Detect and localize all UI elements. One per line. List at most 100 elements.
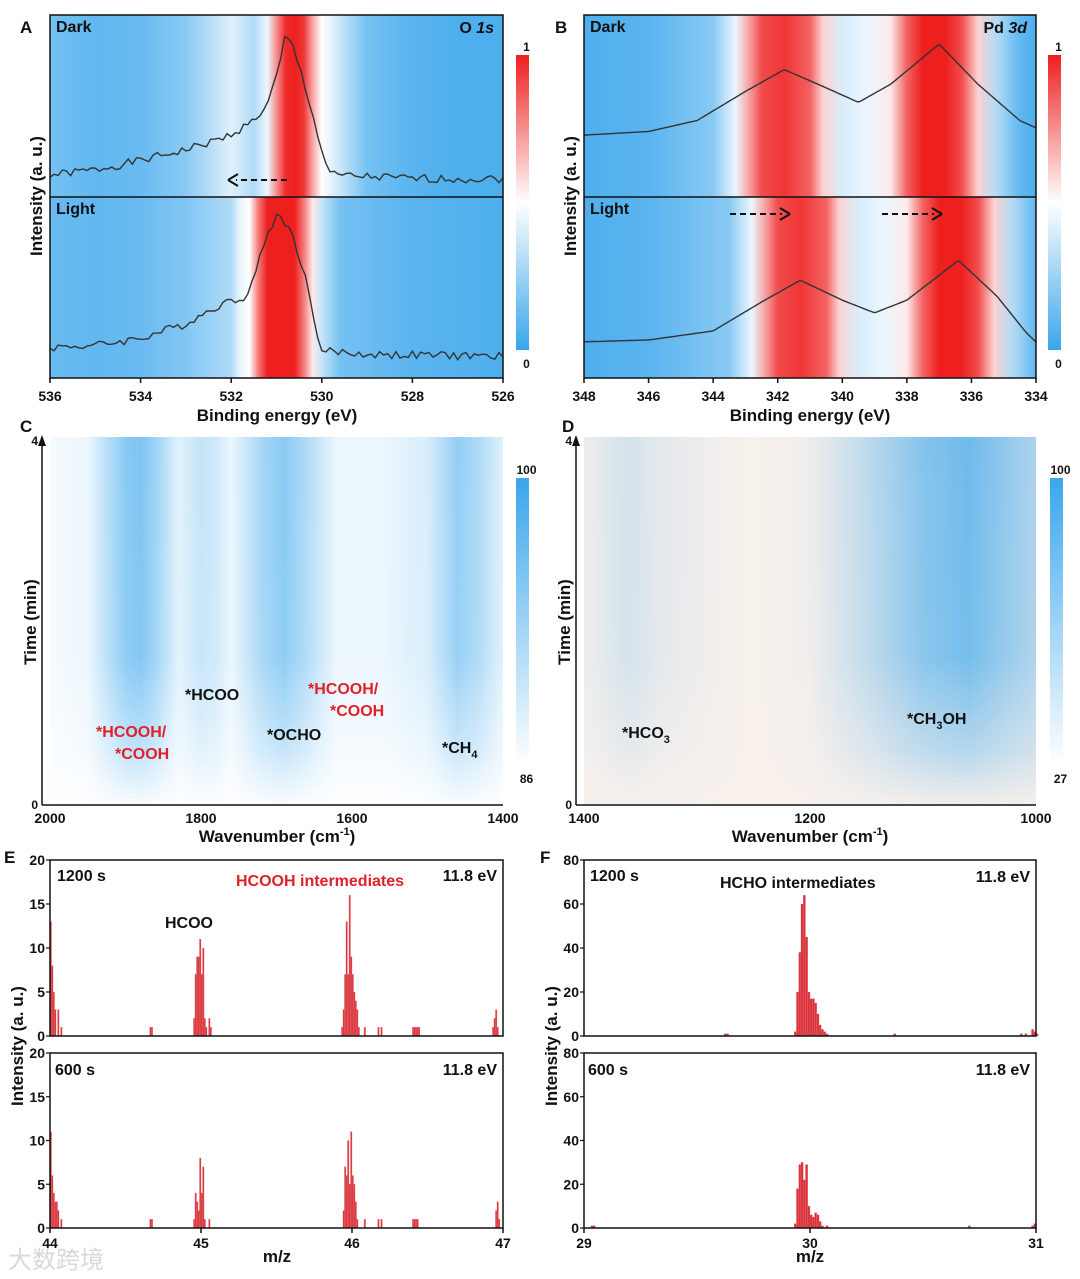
x-tick-label: 342 — [766, 388, 790, 404]
colorbar — [516, 55, 529, 350]
peak-label-hcoo: HCOO — [165, 915, 213, 932]
ms-bar — [199, 1157, 202, 1229]
ms-bar — [354, 1201, 357, 1229]
series-label-light: Light — [590, 201, 630, 218]
ms-bar — [60, 1027, 63, 1037]
ms-bar — [492, 1027, 495, 1037]
ms-bar — [342, 1210, 345, 1229]
series-label-600s: 600 s — [588, 1062, 628, 1079]
annotation-cooh-right-2: *COOH — [330, 703, 384, 720]
ms-bar — [498, 1219, 501, 1229]
ms-bar — [807, 991, 811, 1037]
ms-bar — [363, 1219, 366, 1229]
ms-bar — [816, 1013, 820, 1037]
y-tick-label: 0 — [37, 1028, 45, 1044]
annotation-hcooh-right-1: *HCOOH/ — [308, 681, 379, 698]
x-axis-label-c: Wavenumber (cm-1) — [199, 826, 356, 846]
x-axis-label-e: m/z — [263, 1247, 291, 1266]
ms-bar — [796, 1188, 799, 1229]
ms-bar — [194, 974, 197, 1037]
annotation-ocho: *OCHO — [267, 727, 321, 744]
ms-bar — [814, 1002, 817, 1037]
panel-letter-a: A — [20, 18, 32, 37]
y-tick-label: 10 — [29, 1133, 45, 1149]
y-tick-label: 15 — [29, 896, 45, 912]
ms-bar — [51, 965, 54, 1037]
ms-bar — [57, 1210, 60, 1229]
series-label-dark: Dark — [590, 19, 626, 36]
energy-label: 11.8 eV — [443, 868, 498, 885]
y-tick-label: 20 — [29, 852, 45, 868]
x-tick-label: 1400 — [487, 810, 518, 826]
ms-bar — [200, 1192, 203, 1229]
xps-heat-strip-dark — [50, 15, 503, 197]
ms-bar — [377, 1027, 380, 1037]
panel-title-o1s: O 1s — [459, 20, 494, 37]
panel-letter-c: C — [20, 417, 32, 436]
ms-bar — [818, 1221, 822, 1229]
x-tick-label: 348 — [572, 388, 596, 404]
x-tick-label: 528 — [401, 388, 425, 404]
ms-bar — [805, 1164, 808, 1229]
x-tick-label: 334 — [1024, 388, 1048, 404]
heatmap-layer — [50, 15, 1036, 805]
ms-bar — [416, 1219, 419, 1229]
ms-bar — [495, 1210, 498, 1229]
plot-frame — [583, 1052, 1037, 1229]
ms-bar — [208, 1219, 211, 1229]
ms-bar — [51, 1175, 54, 1229]
annotation-hcoo: *HCOO — [185, 687, 239, 704]
series-label-1200s: 1200 s — [57, 868, 106, 885]
chart-title-hcho: HCHO intermediates — [720, 875, 876, 892]
y-tick-label: 80 — [563, 1045, 579, 1061]
energy-label: 11.8 eV — [443, 1062, 498, 1079]
ms-bar — [412, 1219, 415, 1229]
ms-bar — [193, 1018, 196, 1037]
ir-heatmap-time-fade — [584, 437, 1036, 805]
ms-bar — [193, 1219, 196, 1229]
ms-bar — [350, 1131, 353, 1229]
colorbar — [1050, 478, 1063, 765]
y-tick-label: 0 — [31, 798, 38, 812]
ms-bar — [356, 1009, 359, 1037]
y-tick-label: 0 — [37, 1220, 45, 1236]
arrow-head-icon — [38, 435, 46, 446]
y-axis-label-e: Intensity (a. u.) — [8, 986, 27, 1106]
x-axis-label-b: Binding energy (eV) — [730, 406, 891, 425]
ms-bar — [413, 1219, 416, 1229]
x-tick-label: 534 — [129, 388, 153, 404]
ms-bar — [418, 1027, 421, 1037]
y-tick-label: 60 — [563, 896, 579, 912]
ms-bar — [798, 1164, 802, 1229]
panel-letter-d: D — [562, 417, 574, 436]
annotation-hco3: *HCO3 — [622, 725, 670, 746]
x-tick-label: 1200 — [794, 810, 825, 826]
ms-bar — [812, 1216, 815, 1229]
ms-bar — [151, 1219, 153, 1229]
ms-bar — [413, 1027, 416, 1037]
y-tick-label: 10 — [29, 940, 45, 956]
arrow-head-icon — [779, 207, 791, 221]
ms-bar — [803, 895, 806, 1037]
ms-bar — [208, 1018, 211, 1037]
ms-bar — [357, 1027, 360, 1037]
arrow-head-icon — [931, 207, 943, 221]
colorbar-min-label: 0 — [1055, 357, 1062, 371]
ms-bar — [347, 1140, 350, 1229]
x-tick-label: 526 — [491, 388, 515, 404]
ms-bar — [800, 1162, 804, 1229]
y-tick-label: 0 — [571, 1028, 579, 1044]
panel-letter-e: E — [4, 848, 15, 867]
ms-bar — [197, 1210, 200, 1229]
spectrum-curve-dark — [49, 35, 504, 184]
x-tick-label: 536 — [38, 388, 62, 404]
x-tick-label: 30 — [802, 1235, 818, 1251]
ms-bar — [493, 1018, 496, 1037]
x-tick-label: 1000 — [1020, 810, 1051, 826]
ms-bar — [821, 1029, 824, 1037]
ms-bar — [380, 1219, 383, 1229]
ms-bar — [197, 956, 200, 1037]
y-axis-label-f: Intensity (a. u.) — [542, 986, 561, 1106]
x-tick-label: 336 — [960, 388, 984, 404]
y-axis-label-b: Intensity (a. u.) — [561, 136, 580, 256]
